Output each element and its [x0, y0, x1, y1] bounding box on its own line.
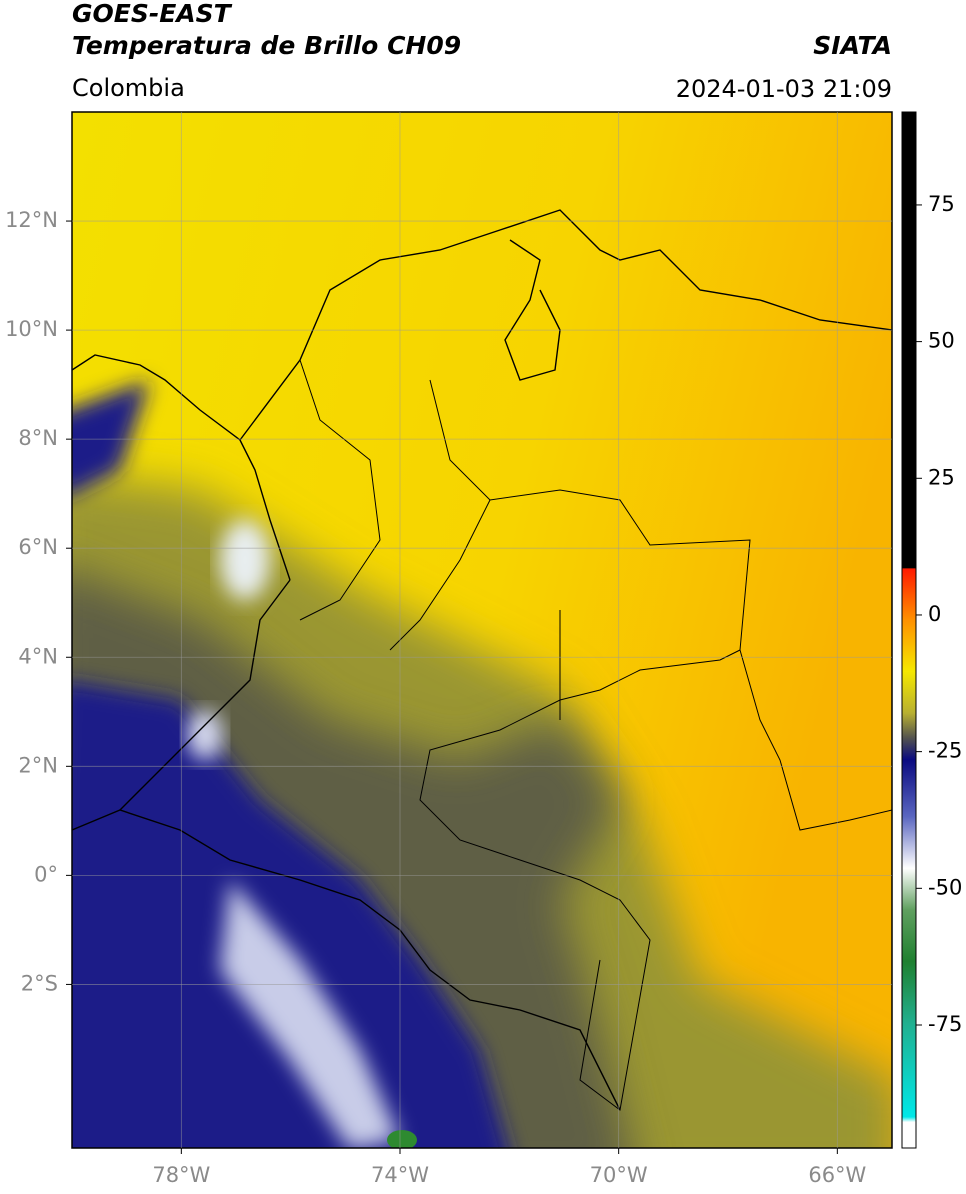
x-tick-label: 74°W	[371, 1163, 429, 1187]
colorbar-tick-label: 75	[928, 192, 955, 216]
cloud-white	[220, 880, 400, 1148]
cloud-white-3	[187, 710, 223, 760]
colorbar-tick-label: -50	[928, 875, 962, 899]
source: SIATA	[813, 31, 892, 60]
colorbar-tick-label: -75	[928, 1012, 962, 1036]
y-tick-label: 4°N	[18, 644, 58, 668]
y-tick-label: 2°S	[21, 971, 58, 995]
colorbar-tick-label: 50	[928, 329, 955, 353]
colorbar-tick-label: 0	[928, 602, 941, 626]
region: Colombia	[72, 74, 185, 102]
y-tick-label: 0°	[34, 862, 58, 886]
colorbar-tick-label: 25	[928, 465, 955, 489]
y-tick-label: 6°N	[18, 535, 58, 559]
y-tick-label: 8°N	[18, 426, 58, 450]
colorbar-tick-label: -25	[928, 739, 962, 763]
map-frame	[71, 111, 893, 1149]
colorbar-ticks: 75 50 25 0 -25 -50 -75	[916, 192, 962, 1036]
datetime: 2024-01-03 21:09	[676, 75, 892, 103]
cloud-white-2	[220, 520, 270, 600]
y-tick-label: 10°N	[5, 317, 58, 341]
x-tick-label: 70°W	[590, 1163, 648, 1187]
borders	[299, 359, 892, 1111]
graticule	[72, 112, 892, 1148]
satellite: GOES-EAST	[72, 0, 233, 28]
colorbar	[901, 111, 917, 1149]
y-tick-label: 12°N	[5, 208, 58, 232]
cloud-green	[387, 1130, 417, 1148]
x-tick-label: 66°W	[808, 1163, 866, 1187]
product: Temperatura de Brillo CH09	[72, 31, 461, 60]
tick-labels: 78°W 74°W 70°W 66°W 12°N 10°N 8°N 6°N 4°N 2°N 0° 2°…	[5, 208, 866, 1187]
y-tick-label: 2°N	[18, 753, 58, 777]
coastlines	[72, 209, 892, 1111]
satellite-image	[72, 112, 892, 1148]
x-tick-label: 78°W	[152, 1163, 210, 1187]
